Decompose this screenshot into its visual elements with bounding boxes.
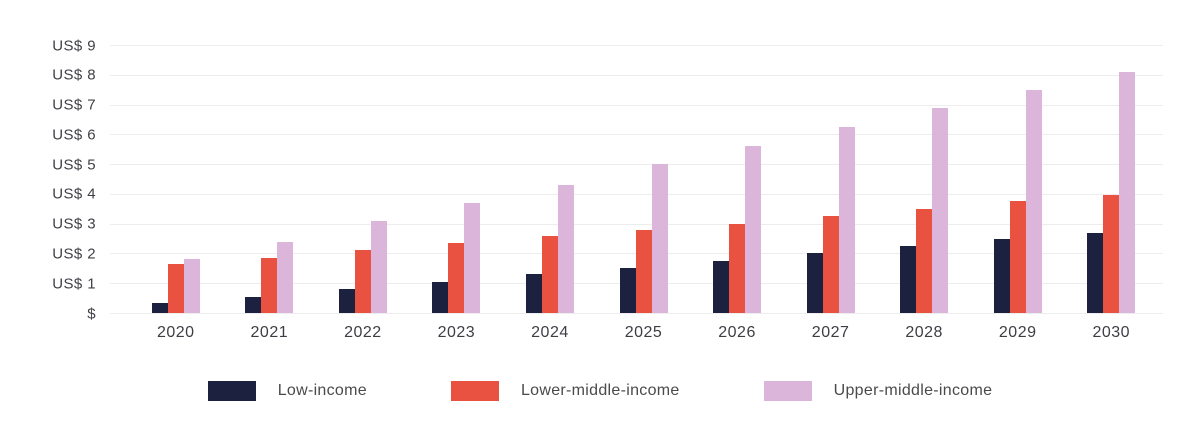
bar-upper-middle-income-2025 [651,164,668,313]
x-axis-label-2028: 2028 [905,324,943,341]
bar-lower-middle-income-2030 [1103,195,1120,313]
bar-group-2029 [971,45,1065,313]
bar-group-2028 [877,45,971,313]
bar-lower-middle-income-2020 [167,263,184,313]
bar-low-income-2021 [245,296,262,313]
y-axis-tick-label: US$ 4 [52,185,96,203]
bar-group-2026 [690,45,784,313]
bar-lower-middle-income-2024 [541,235,558,313]
gridline-8: US$ 8 [52,67,1163,84]
legend-label-lower-middle-income: Lower-middle-income [520,382,680,399]
x-axis-label-2027: 2027 [811,324,850,341]
y-axis-tick-label: US$ 8 [52,66,96,84]
y-axis-tick-label: US$ 9 [52,37,96,54]
bar-lower-middle-income-2025 [635,229,652,313]
legend-label-upper-middle-income: Upper-middle-income [833,382,993,399]
plot-area: US$ 9 US$ 8 US$ 7 US$ 6 US$ 5 US$ 4 US$ 3 US$ 2… [52,37,1163,322]
legend: Low-income Lower-middle-income Upper-middl… [0,381,1200,401]
x-axis-label-2023: 2023 [437,324,476,341]
bar-low-income-2022 [338,289,355,313]
bar-upper-middle-income-2030 [1119,71,1136,313]
x-axis-label-2025: 2025 [624,324,663,341]
x-axis-label-2030: 2030 [1092,324,1131,341]
x-axis-label-2026: 2026 [718,324,756,341]
bar-group-2027 [784,45,878,313]
y-axis-tick-label: US$ 2 [52,245,96,263]
bar-low-income-2026 [713,260,730,313]
bar-lower-middle-income-2021 [261,257,278,313]
gridline-7: US$ 7 [52,97,1163,114]
legend-item-low-income: Low-income [207,381,367,401]
legend-swatch-upper-middle-income [763,381,812,401]
x-axis-label-2022: 2022 [344,324,382,341]
bar-low-income-2029 [993,238,1010,313]
gridline-4: US$ 4 [52,186,1163,203]
gridline-6: US$ 6 [52,126,1163,143]
x-axis-label-2021: 2021 [250,324,289,341]
legend-item-upper-middle-income: Upper-middle-income [763,381,993,401]
y-axis-tick-label: US$ 5 [52,156,96,174]
legend-swatch-lower-middle-income [450,381,499,401]
bar-upper-middle-income-2021 [277,241,294,313]
bar-group-2030 [1064,45,1158,313]
bar-low-income-2030 [1087,232,1104,313]
bar-upper-middle-income-2027 [838,126,855,313]
x-axis-label-2024: 2024 [531,324,569,341]
y-axis-tick-label: $ [87,305,96,322]
bars-layer [129,45,1158,313]
bar-lower-middle-income-2026 [729,223,746,313]
bar-group-2024 [503,45,597,313]
bar-upper-middle-income-2020 [183,259,200,313]
gridline-3: US$ 3 [52,216,1163,233]
bar-lower-middle-income-2027 [822,216,839,313]
bar-low-income-2028 [900,246,917,313]
y-axis-tick-label: US$ 1 [52,275,96,293]
bar-low-income-2024 [525,274,542,313]
legend-item-lower-middle-income: Lower-middle-income [450,381,680,401]
gridline-0: $ [87,305,1163,322]
legend-label-low-income: Low-income [277,382,367,399]
x-axis-label-2020: 2020 [156,324,195,341]
bar-low-income-2025 [619,268,636,313]
bar-upper-middle-income-2026 [745,146,762,313]
legend-swatch-low-income [207,381,256,401]
x-axis: 2020 2021 2022 2023 2024 2025 2026 2027 2028 2029… [129,324,1158,342]
y-axis-tick-label: US$ 7 [52,96,96,114]
bar-group-2023 [410,45,504,313]
bar-lower-middle-income-2023 [448,243,465,313]
y-axis-tick-label: US$ 6 [52,126,96,144]
bar-upper-middle-income-2022 [370,220,387,313]
bar-upper-middle-income-2028 [932,107,949,313]
bar-low-income-2020 [151,302,168,313]
gridline-9: US$ 9 [52,37,1163,54]
bar-lower-middle-income-2022 [354,250,371,313]
bar-lower-middle-income-2029 [1009,201,1026,313]
bar-low-income-2027 [806,253,823,313]
x-axis-label-2029: 2029 [998,324,1037,341]
bar-group-2022 [316,45,410,313]
y-axis-tick-label: US$ 3 [52,215,96,233]
bar-group-2020 [129,45,223,313]
bar-upper-middle-income-2029 [1025,89,1042,313]
bar-upper-middle-income-2024 [557,184,574,313]
bar-lower-middle-income-2028 [916,208,933,313]
gridline-5: US$ 5 [52,156,1163,173]
bar-group-2021 [223,45,317,313]
bar-low-income-2023 [432,281,449,313]
bar-group-2025 [597,45,691,313]
bar-upper-middle-income-2023 [464,202,481,313]
